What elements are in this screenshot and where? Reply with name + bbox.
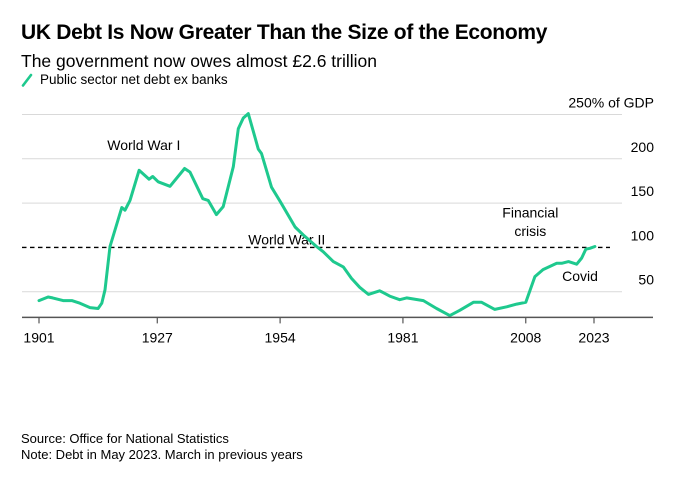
annotation-crisis: crisis bbox=[514, 223, 546, 239]
annotation-financial: Financial bbox=[502, 204, 558, 220]
legend: Public sector net debt ex banks bbox=[21, 72, 228, 87]
y-axis-labels: 50 100 150 200 250% of GDP bbox=[568, 95, 654, 288]
x-tick-label-2008: 2008 bbox=[510, 329, 541, 345]
source-note: Source: Office for National Statistics bbox=[21, 431, 229, 446]
gridlines bbox=[22, 114, 622, 293]
y-tick-label-200: 200 bbox=[631, 139, 655, 155]
y-tick-label-250: 250% of GDP bbox=[568, 95, 654, 111]
y-tick-label-150: 150 bbox=[631, 183, 655, 199]
footer: Source: Office for National Statistics N… bbox=[21, 431, 303, 463]
x-tick-label-1954: 1954 bbox=[265, 329, 296, 345]
x-tick-label-1901: 1901 bbox=[23, 329, 54, 345]
y-tick-label-100: 100 bbox=[631, 227, 655, 243]
annotation-covid: Covid bbox=[562, 268, 598, 284]
x-tick-label-1927: 1927 bbox=[142, 329, 173, 345]
chart-title: UK Debt Is Now Greater Than the Size of … bbox=[21, 21, 548, 44]
series-line-debt bbox=[37, 112, 597, 318]
y-tick-label-50: 50 bbox=[638, 272, 654, 288]
legend-label: Public sector net debt ex banks bbox=[40, 72, 228, 87]
annotation-world-war-i: World War I bbox=[107, 137, 180, 153]
x-tick-label-1981: 1981 bbox=[387, 329, 418, 345]
x-axis-ticks: 1901 1927 1954 1981 2008 2023 bbox=[23, 317, 610, 345]
x-tick-label-2023: 2023 bbox=[578, 329, 609, 345]
data-note: Note: Debt in May 2023. March in previou… bbox=[21, 447, 303, 462]
chart-subtitle: The government now owes almost £2.6 tril… bbox=[21, 51, 378, 71]
line-swatch-icon bbox=[21, 73, 33, 87]
